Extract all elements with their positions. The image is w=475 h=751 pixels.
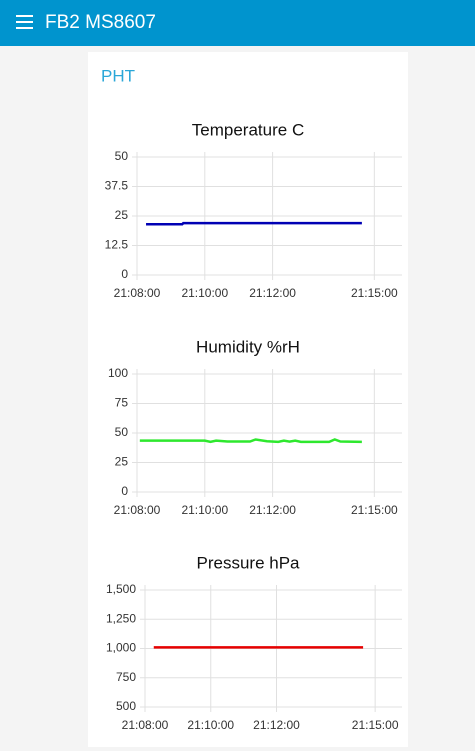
x-tick-label: 21:08:00 bbox=[114, 286, 161, 300]
charts: Temperature C 0 12.5 25 37.5 50 21:08:00 21:10:… bbox=[105, 120, 402, 732]
group-title: PHT bbox=[101, 66, 135, 85]
x-tick-label: 21:10:00 bbox=[181, 286, 228, 300]
toolbar bbox=[0, 0, 475, 46]
x-tick-label: 21:10:00 bbox=[181, 503, 228, 517]
y-tick-label: 0 bbox=[121, 267, 128, 281]
menu-button[interactable] bbox=[16, 15, 33, 29]
x-tick-label: 21:08:00 bbox=[114, 503, 161, 517]
x-tick-label: 21:08:00 bbox=[122, 718, 169, 732]
y-tick-label: 25 bbox=[115, 208, 129, 222]
y-tick-label: 50 bbox=[115, 425, 129, 439]
x-tick-label: 21:12:00 bbox=[249, 286, 296, 300]
y-tick-label: 12.5 bbox=[105, 238, 129, 252]
x-tick-label: 21:15:00 bbox=[351, 286, 398, 300]
chart-title: Temperature C bbox=[192, 120, 304, 139]
y-tick-label: 1,000 bbox=[106, 641, 136, 655]
x-tick-label: 21:10:00 bbox=[187, 718, 234, 732]
y-tick-label: 37.5 bbox=[105, 179, 129, 193]
x-tick-label: 21:15:00 bbox=[352, 718, 399, 732]
y-tick-label: 1,500 bbox=[106, 582, 136, 596]
y-tick-label: 100 bbox=[108, 366, 128, 380]
y-tick-label: 50 bbox=[115, 149, 129, 163]
y-tick-label: 0 bbox=[121, 484, 128, 498]
group-card bbox=[88, 52, 408, 747]
toolbar-title: FB2 MS8607 bbox=[45, 12, 156, 33]
y-tick-label: 500 bbox=[116, 699, 136, 713]
data-line bbox=[139, 438, 362, 444]
y-tick-label: 1,250 bbox=[106, 611, 136, 625]
x-tick-label: 21:15:00 bbox=[351, 503, 398, 517]
chart-title: Pressure hPa bbox=[197, 553, 301, 572]
x-tick-label: 21:12:00 bbox=[249, 503, 296, 517]
data-line bbox=[146, 221, 362, 226]
y-tick-label: 25 bbox=[115, 455, 129, 469]
x-tick-label: 21:12:00 bbox=[253, 718, 300, 732]
chart-title: Humidity %rH bbox=[196, 337, 300, 356]
y-tick-label: 750 bbox=[116, 670, 136, 684]
y-tick-label: 75 bbox=[115, 396, 129, 410]
